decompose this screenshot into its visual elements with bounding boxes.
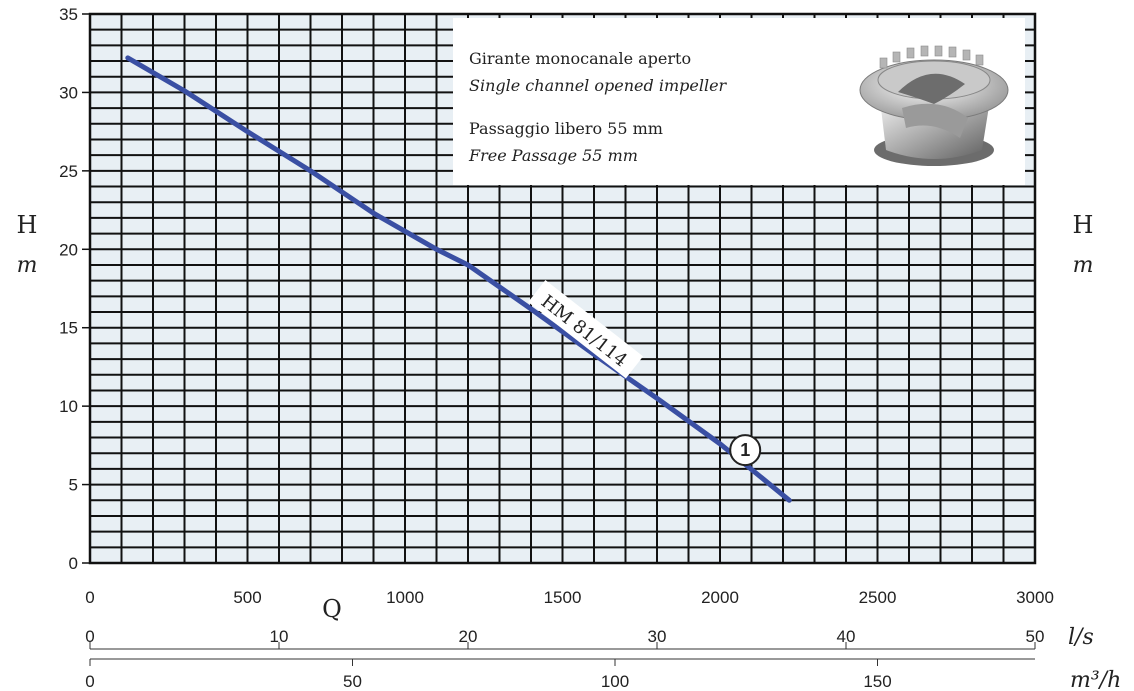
x-tick-label: 3000 xyxy=(1016,588,1054,607)
y-tick-label: 0 xyxy=(69,554,78,573)
secondary-tick-label: 10 xyxy=(270,627,289,646)
ls-axis-ticks: 0 10 20 30 40 50 xyxy=(85,627,1044,649)
secondary-tick-label: 0 xyxy=(85,672,94,691)
grid xyxy=(90,14,1035,563)
impeller-image xyxy=(859,45,1009,166)
info-line-2: Single channel opened impeller xyxy=(469,76,728,95)
x-tick-label: 500 xyxy=(233,588,261,607)
y-axis-unit-left: m xyxy=(17,253,38,278)
secondary-tick-label: 30 xyxy=(648,627,667,646)
secondary-tick-label: 40 xyxy=(837,627,856,646)
x-axis-label: Q xyxy=(322,595,342,623)
curve-number-marker: 1 xyxy=(729,434,762,467)
x-tick-label: 0 xyxy=(85,588,94,607)
secondary-tick-label: 50 xyxy=(343,672,362,691)
secondary-tick-label: 100 xyxy=(601,672,629,691)
impeller-info-box: Girante monocanale aperto Single channel… xyxy=(453,18,1025,185)
secondary-tick-label: 0 xyxy=(85,627,94,646)
plot-frame xyxy=(88,12,1037,565)
x-tick-label: 1000 xyxy=(386,588,424,607)
x-tick-labels: 0 500 1000 1500 2000 2500 3000 xyxy=(85,588,1054,607)
x-tick-label: 2000 xyxy=(701,588,739,607)
y-tick-label: 10 xyxy=(59,397,78,416)
ls-axis-unit: l/s xyxy=(1068,625,1094,650)
y-tick-label: 5 xyxy=(69,476,78,495)
y-tick-label: 20 xyxy=(59,240,78,259)
y-tick-label: 25 xyxy=(59,162,78,181)
pump-curve-line xyxy=(125,55,792,503)
m3h-axis-ticks: 0 50 100 150 xyxy=(85,659,892,691)
info-line-3: Passaggio libero 55 mm xyxy=(469,119,663,138)
y-tick-label: 30 xyxy=(59,83,78,102)
info-line-4: Free Passage 55 mm xyxy=(468,146,638,165)
x-tick-label: 2500 xyxy=(859,588,897,607)
secondary-tick-label: 50 xyxy=(1026,627,1045,646)
y-tick-label: 35 xyxy=(59,5,78,24)
secondary-tick-label: 20 xyxy=(459,627,478,646)
y-tick-labels: 0 5 10 15 20 25 30 35 xyxy=(59,5,90,573)
m3h-axis-unit: m³/h xyxy=(1070,668,1121,691)
info-line-1: Girante monocanale aperto xyxy=(469,49,691,68)
curve-number-text: 1 xyxy=(740,440,750,460)
secondary-tick-label: 150 xyxy=(863,672,891,691)
y-axis-label-right: H xyxy=(1073,211,1094,239)
x-tick-label: 1500 xyxy=(544,588,582,607)
y-tick-label: 15 xyxy=(59,319,78,338)
y-axis-label-left: H xyxy=(17,211,38,239)
y-axis-unit-right: m xyxy=(1073,253,1094,278)
